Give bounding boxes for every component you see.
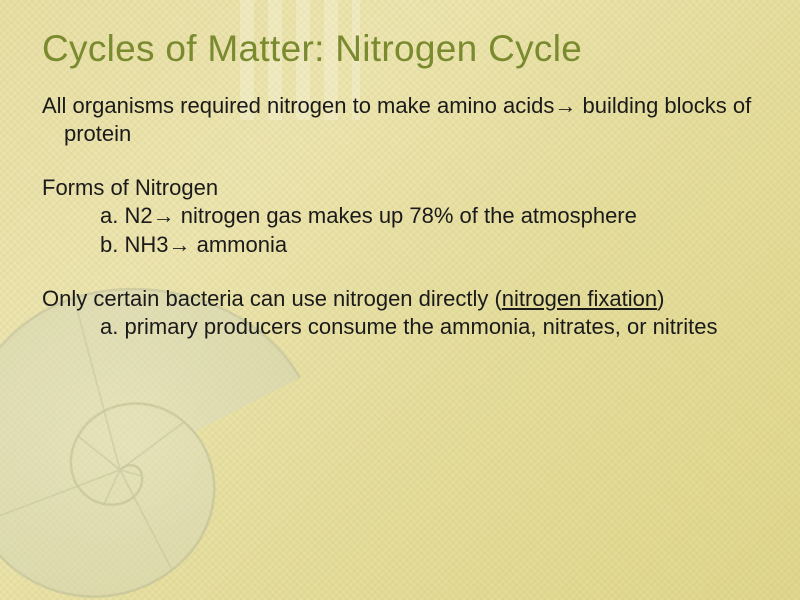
slide-body: All organisms required nitrogen to make … (42, 92, 758, 341)
paragraph-intro: All organisms required nitrogen to make … (42, 92, 758, 148)
intro-text: All organisms required nitrogen to make … (42, 92, 758, 148)
paragraph-fixation: Only certain bacteria can use nitrogen d… (42, 285, 758, 341)
fixation-pre: Only certain bacteria can use nitrogen d… (42, 286, 502, 311)
slide-title: Cycles of Matter: Nitrogen Cycle (42, 28, 758, 70)
forms-item-a: a. N2→ nitrogen gas makes up 78% of the … (42, 202, 758, 230)
arrow-1: → (554, 93, 576, 118)
forms-heading: Forms of Nitrogen (42, 174, 758, 202)
forms-b-post: ammonia (190, 232, 287, 257)
arrow-2: → (153, 203, 175, 228)
forms-a-post: nitrogen gas makes up 78% of the atmosph… (175, 203, 637, 228)
fixation-sub-a: a. primary producers consume the ammonia… (42, 313, 758, 341)
fixation-post: ) (657, 286, 664, 311)
forms-b-pre: b. NH3 (100, 232, 168, 257)
forms-item-b: b. NH3→ ammonia (42, 231, 758, 259)
intro-line1: All organisms required nitrogen to make … (42, 93, 554, 118)
paragraph-forms: Forms of Nitrogen a. N2→ nitrogen gas ma… (42, 174, 758, 258)
slide-content: Cycles of Matter: Nitrogen Cycle All org… (0, 0, 800, 387)
fixation-text: Only certain bacteria can use nitrogen d… (42, 285, 758, 313)
arrow-3: → (168, 232, 190, 257)
fixation-underlined: nitrogen fixation (502, 286, 657, 311)
forms-a-pre: a. N2 (100, 203, 153, 228)
